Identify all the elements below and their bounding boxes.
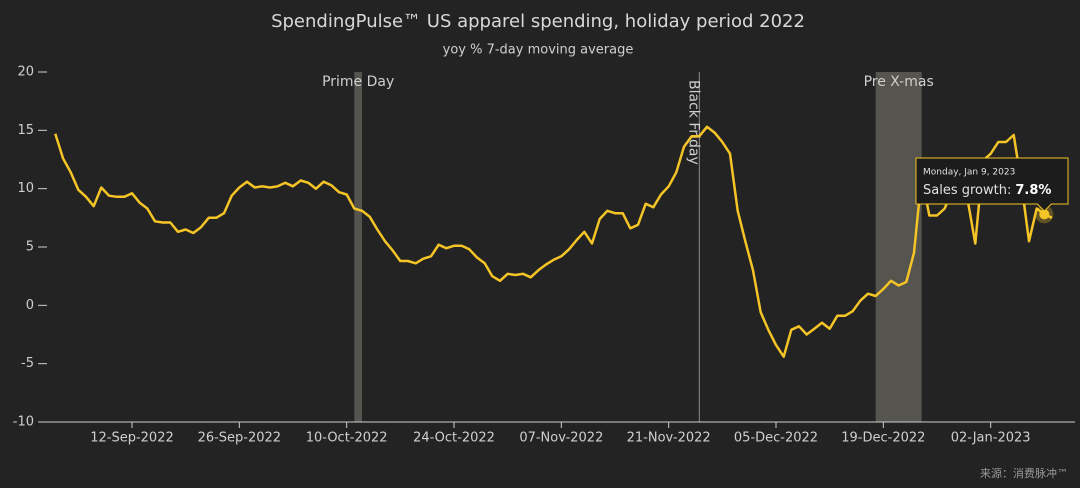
x-tick-label: 19-Dec-2022 [841, 431, 925, 446]
x-tick-label: 12-Sep-2022 [90, 431, 174, 446]
x-tick-label: 05-Dec-2022 [734, 431, 818, 446]
y-tick-label: -10 [13, 415, 34, 430]
y-tick-label: 5 [26, 240, 34, 255]
tooltip-text: Sales growth: 7.8% [923, 183, 1051, 198]
line-series [54, 125, 1053, 358]
y-tick-label: 0 [26, 298, 34, 313]
tooltip-value: 7.8% [1015, 183, 1051, 198]
source: 来源：消费脉冲™ [980, 466, 1068, 480]
tooltip-date: Monday, Jan 9, 2023 [923, 168, 1015, 178]
annotation-label: Black Friday [685, 80, 701, 165]
chart-subtitle: yoy % 7-day moving average [443, 43, 634, 58]
x-tick-label: 21-Nov-2022 [627, 431, 711, 446]
annotation-label: Pre X-mas [864, 74, 934, 90]
x-tick-label: 26-Sep-2022 [198, 431, 282, 446]
tooltip-label: Sales growth: [923, 183, 1011, 198]
annotation-band [354, 72, 362, 422]
y-tick-label: 10 [17, 181, 34, 196]
x-tick-label: 24-Oct-2022 [413, 431, 495, 446]
x-tick-label: 10-Oct-2022 [306, 431, 388, 446]
y-tick-label: 20 [17, 65, 34, 80]
x-tick-label: 02-Jan-2023 [951, 431, 1031, 446]
tooltip-box [915, 157, 1069, 212]
x-tick-label: 07-Nov-2022 [519, 431, 603, 446]
annotation-label: Prime Day [322, 74, 394, 90]
y-tick-label: 15 [17, 123, 34, 138]
y-tick-label: -5 [21, 356, 34, 371]
chart-title: SpendingPulse™ US apparel spending, holi… [271, 11, 805, 32]
tooltip-marker [1039, 209, 1050, 220]
